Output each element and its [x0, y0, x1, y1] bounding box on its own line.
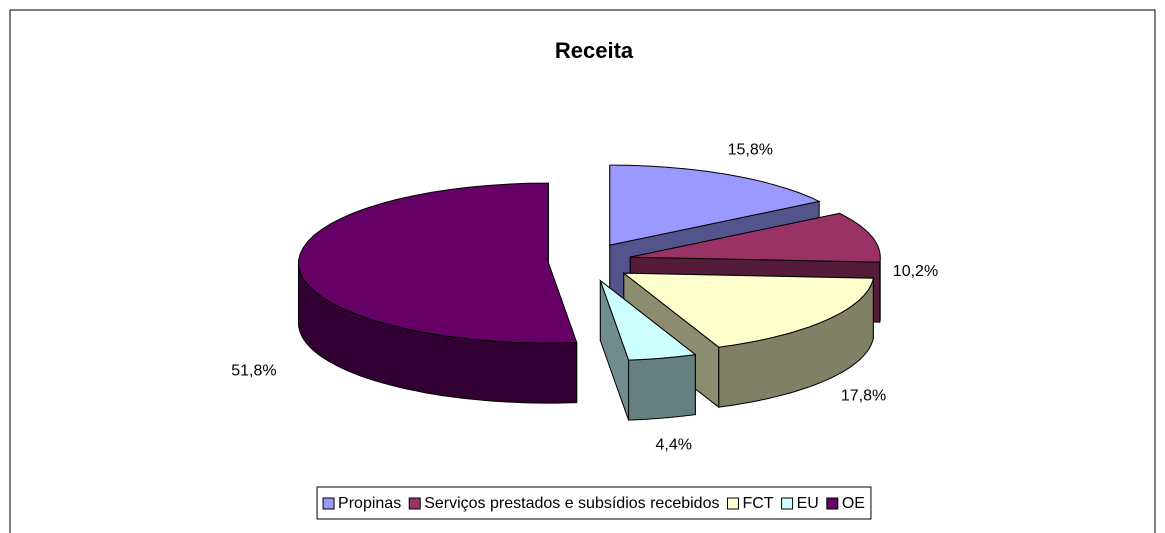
slice-side	[879, 257, 881, 324]
slice-top	[622, 272, 874, 348]
chart-title: Receita	[555, 38, 634, 63]
legend-label: Serviços prestados e subsídios recebidos	[424, 495, 719, 512]
legend-label: Propinas	[338, 495, 401, 512]
legend-swatch	[322, 497, 335, 510]
legend-swatch	[726, 497, 739, 510]
data-label: 10,2%	[893, 263, 938, 280]
data-label: 15,8%	[728, 141, 773, 158]
slice	[297, 182, 578, 404]
slice-top	[297, 182, 578, 344]
legend-label: EU	[797, 495, 819, 512]
legend-swatch	[826, 497, 839, 510]
legend-label: FCT	[742, 495, 773, 512]
data-label: 4,4%	[655, 436, 691, 453]
data-label: 17,8%	[841, 387, 886, 404]
slice-top	[630, 212, 881, 263]
chart-frame	[9, 9, 1156, 533]
legend-label: OE	[842, 495, 865, 512]
data-label: 51,8%	[231, 362, 276, 379]
legend-swatch	[408, 497, 421, 510]
legend: Propinas Serviços prestados e subsídios r…	[316, 486, 872, 520]
slice-side	[628, 354, 696, 421]
slice-top	[599, 279, 697, 361]
slice	[599, 279, 697, 421]
slice-top	[609, 164, 821, 246]
legend-swatch	[781, 497, 794, 510]
